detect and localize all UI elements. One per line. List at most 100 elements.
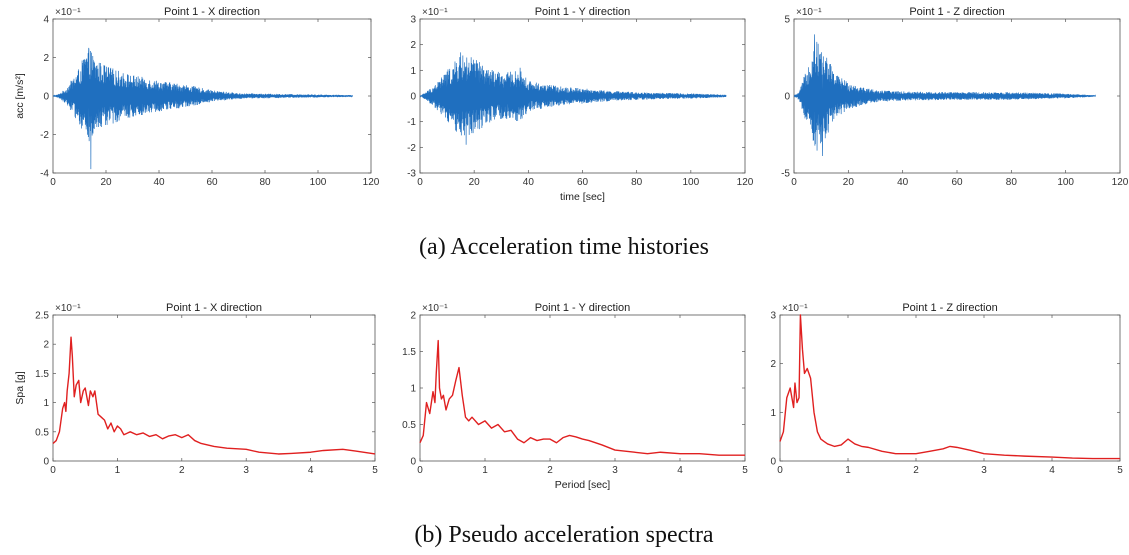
plot-frame [419, 314, 746, 462]
x-tick-label: 20 [469, 177, 481, 188]
x-tick-label: 0 [417, 465, 423, 476]
x-tick-label: 0 [777, 465, 783, 476]
y-tick-label: 1 [410, 384, 416, 395]
x-tick-label: 2 [913, 465, 919, 476]
y-tick-label: 0 [784, 92, 790, 103]
y-tick-label: 4 [43, 15, 49, 26]
x-tick-label: 120 [363, 177, 380, 188]
axis-scale-factor: ×10⁻¹ [422, 303, 448, 314]
y-tick-label: 0.5 [35, 427, 49, 438]
x-tick-label: 5 [742, 465, 748, 476]
x-tick-label: 100 [1057, 177, 1074, 188]
y-tick-label: 3 [410, 15, 416, 26]
y-tick-label: 1 [770, 408, 776, 419]
x-tick-label: 0 [50, 177, 56, 188]
panel-title: Point 1 - X direction [166, 302, 262, 314]
acceleration-series-line [52, 47, 353, 170]
y-tick-label: 1 [43, 398, 49, 409]
spectrum-series-line [52, 336, 376, 455]
y-tick-label: 0 [410, 92, 416, 103]
x-axis-label: time [sec] [560, 191, 605, 203]
x-tick-label: 20 [843, 177, 855, 188]
y-axis-label: acc [m/s²] [14, 73, 26, 119]
x-tick-label: 40 [153, 177, 165, 188]
axis-scale-factor: ×10⁻¹ [55, 303, 81, 314]
x-tick-label: 2 [547, 465, 553, 476]
x-tick-label: 120 [737, 177, 754, 188]
chart-panel-5: Point 1 - Y direction ×10⁻¹ 0 1 2 3 4 5 2 1.5 1 0.5… [402, 302, 748, 491]
y-tick-label: 2.5 [35, 311, 49, 322]
x-tick-label: 0 [50, 465, 56, 476]
y-tick-label: 0 [770, 457, 776, 468]
y-tick-label: 1.5 [35, 369, 49, 380]
x-tick-label: 80 [259, 177, 271, 188]
x-tick-label: 60 [206, 177, 218, 188]
x-tick-label: 60 [577, 177, 589, 188]
x-tick-label: 2 [179, 465, 185, 476]
x-tick-label: 40 [897, 177, 909, 188]
y-tick-label: 1 [410, 66, 416, 77]
x-tick-label: 80 [631, 177, 643, 188]
x-tick-label: 60 [951, 177, 963, 188]
y-tick-label: -4 [40, 169, 49, 180]
y-tick-label: 3 [770, 311, 776, 322]
y-axis-label: Spa [g] [14, 371, 26, 404]
axis-scale-factor: ×10⁻¹ [796, 7, 822, 18]
plot-frame [52, 314, 376, 462]
spectrum-series-line [419, 339, 745, 456]
x-tick-label: 3 [243, 465, 249, 476]
acceleration-series-line [793, 34, 1096, 157]
y-tick-label: 2 [43, 340, 49, 351]
x-tick-label: 5 [1117, 465, 1123, 476]
x-tick-label: 0 [791, 177, 797, 188]
x-tick-label: 0 [417, 177, 423, 188]
x-tick-label: 3 [981, 465, 987, 476]
x-tick-label: 3 [612, 465, 618, 476]
y-tick-label: 0 [43, 457, 49, 468]
chart-panel-2: Point 1 - Y direction×10⁻¹0 20 40 60 80 100 12… [407, 6, 754, 203]
y-tick-label: 0 [43, 92, 49, 103]
chart-panel-3: Point 1 - Z direction ×10⁻¹ 0 20 40 60 80 100 12… [781, 6, 1129, 188]
y-tick-label: 2 [410, 40, 416, 51]
chart-panel-1: Point 1 - X direction×10⁻¹0 20 40 60 80 100 12… [14, 6, 380, 188]
x-tick-label: 1 [482, 465, 488, 476]
y-tick-label: -3 [407, 169, 416, 180]
y-tick-label: -2 [40, 130, 49, 141]
chart-panel-4: Point 1 - X direction ×10⁻¹ 0 1 2 3 4 5 2.5 2 1.5 1… [14, 302, 378, 476]
acceleration-series-line [419, 52, 727, 145]
x-tick-label: 20 [100, 177, 112, 188]
plot-frame [779, 314, 1121, 462]
x-tick-label: 100 [682, 177, 699, 188]
axis-scale-factor: ×10⁻¹ [422, 7, 448, 18]
panel-title: Point 1 - Z direction [902, 302, 997, 314]
y-tick-label: 2 [770, 359, 776, 370]
y-tick-label: 2 [43, 53, 49, 64]
x-tick-label: 80 [1006, 177, 1018, 188]
y-tick-label: 2 [410, 311, 416, 322]
panel-title: Point 1 - Z direction [909, 6, 1004, 18]
x-axis-label: Period [sec] [555, 479, 611, 491]
chart-panels: Point 1 - X direction×10⁻¹0 20 40 60 80 100 12… [14, 6, 1129, 491]
x-tick-label: 100 [310, 177, 327, 188]
panel-title: Point 1 - X direction [164, 6, 260, 18]
panel-title: Point 1 - Y direction [535, 302, 631, 314]
x-tick-label: 120 [1112, 177, 1129, 188]
y-tick-label: 0 [410, 457, 416, 468]
x-tick-label: 40 [523, 177, 535, 188]
y-tick-label: -5 [781, 169, 790, 180]
caption-pseudo-acceleration-spectra: (b) Pseudo acceleration spectra [414, 522, 714, 548]
axis-scale-factor: ×10⁻¹ [55, 7, 81, 18]
y-tick-label: 0.5 [402, 420, 416, 431]
axis-scale-factor: ×10⁻¹ [782, 303, 808, 314]
spectrum-series-line [779, 314, 1120, 460]
x-tick-label: 4 [677, 465, 683, 476]
x-tick-label: 1 [845, 465, 851, 476]
y-tick-label: 5 [784, 15, 790, 26]
chart-panel-6: Point 1 - Z direction ×10⁻¹ 0 1 2 3 4 5 3 2 1 0 [770, 302, 1123, 476]
x-tick-label: 4 [308, 465, 314, 476]
x-tick-label: 5 [372, 465, 378, 476]
x-tick-label: 4 [1049, 465, 1055, 476]
y-tick-label: -2 [407, 143, 416, 154]
y-tick-label: 1.5 [402, 347, 416, 358]
